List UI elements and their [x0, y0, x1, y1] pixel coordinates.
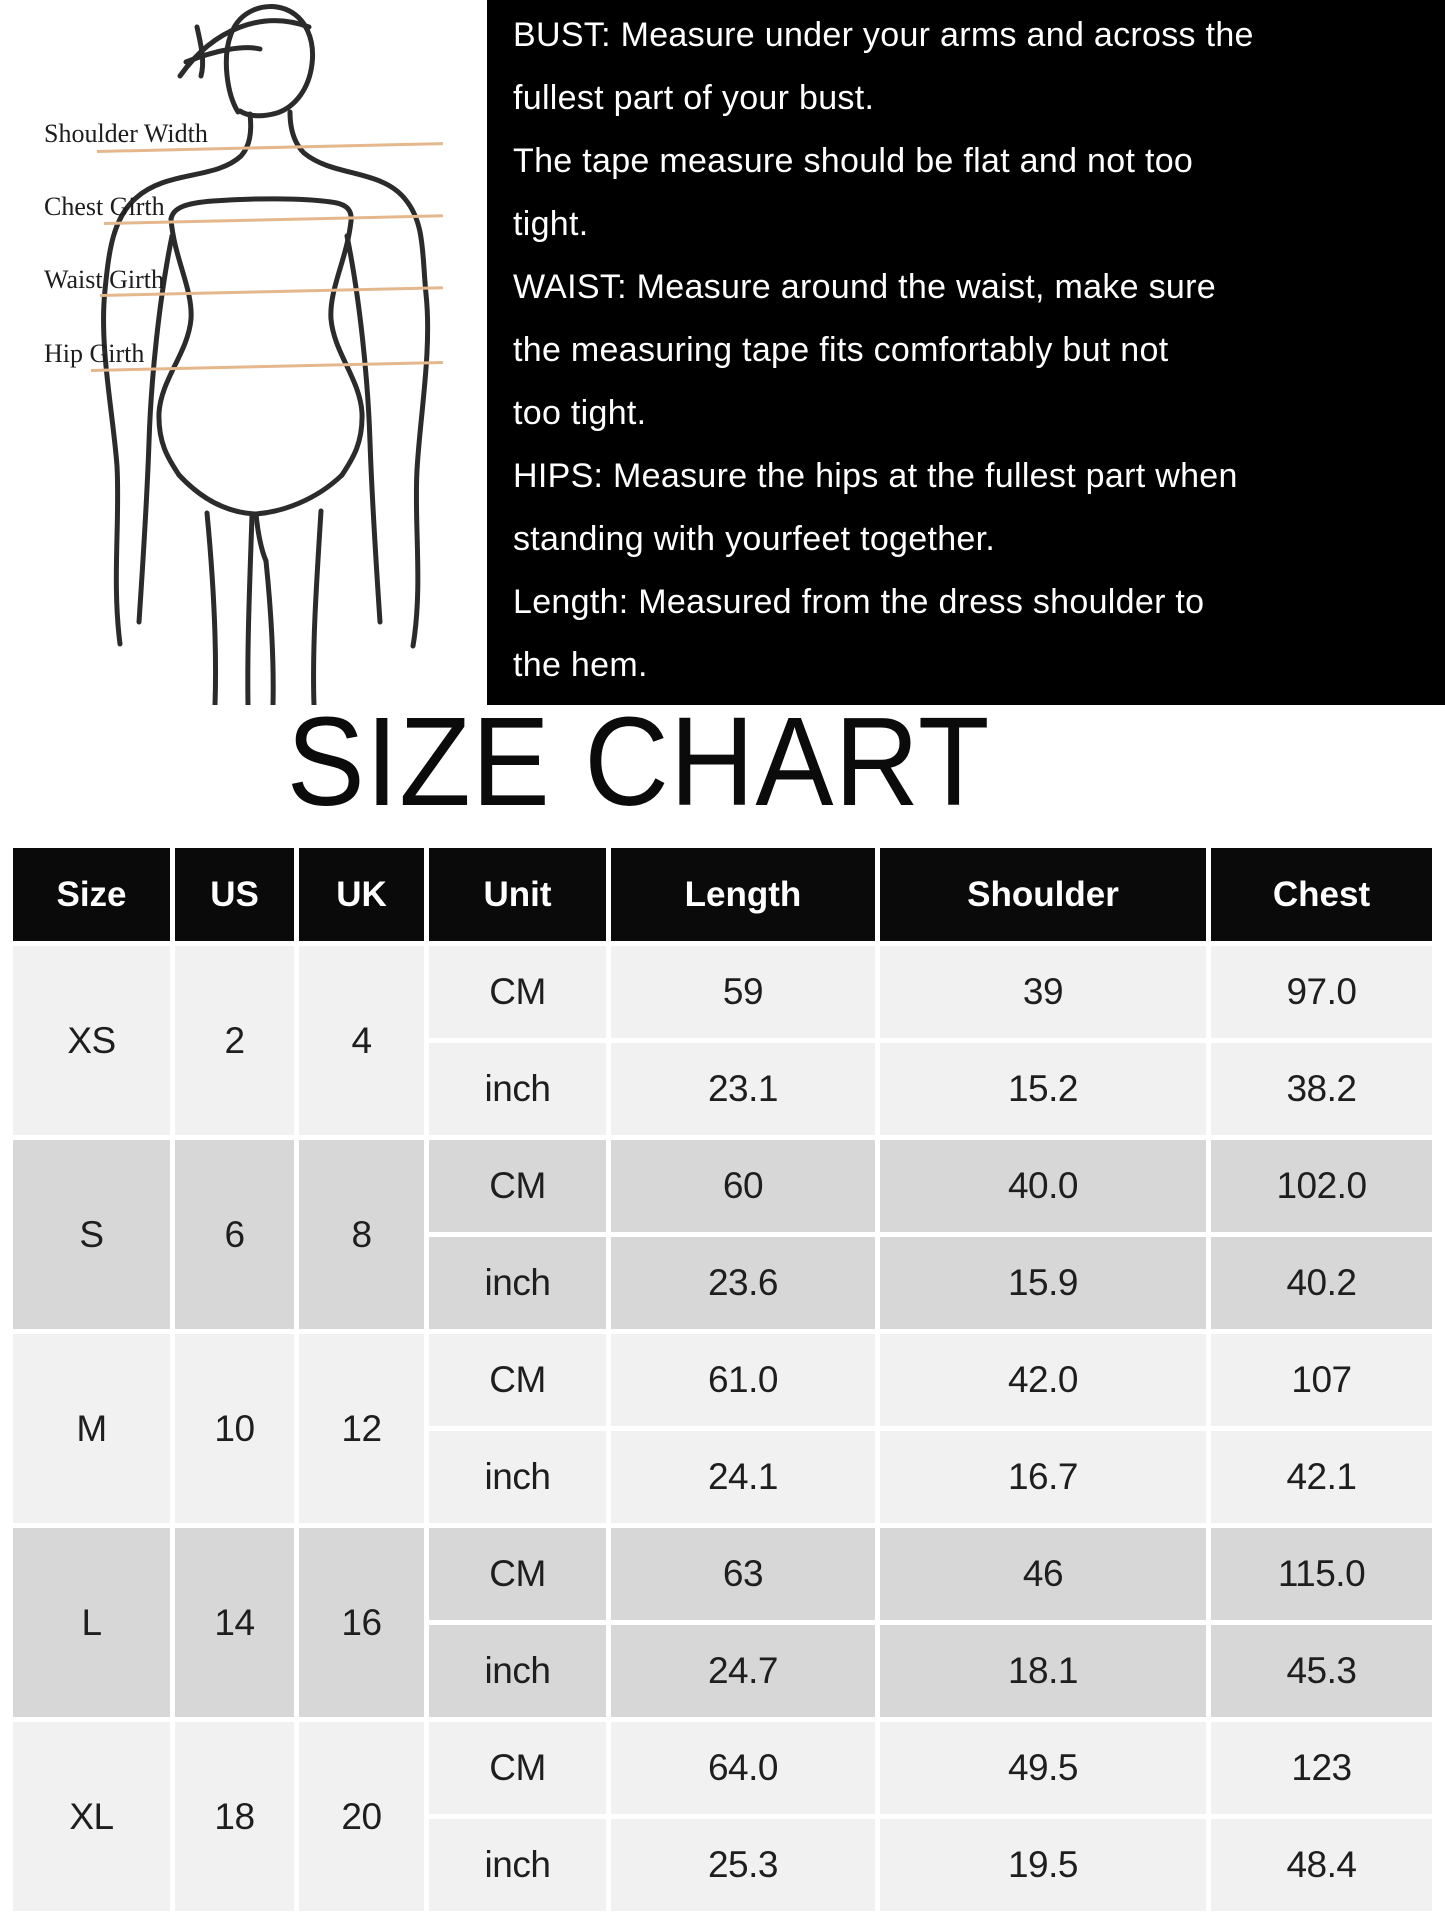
measurement-label-hip-girth: Hip Girth [44, 339, 145, 368]
chest-inch-cell: 48.4 [1211, 1819, 1432, 1911]
instruction-line: Length: Measured from the dress shoulder… [513, 583, 1205, 621]
size-cell: S [13, 1140, 170, 1329]
size-chart-title: SIZE CHART [286, 691, 991, 832]
table-row: L 14 16 CM 63 46 115.0 [13, 1528, 1432, 1717]
chest-cm-cell: 97.0 [1211, 946, 1432, 1038]
instruction-line: WAIST: Measure around the waist, make su… [513, 268, 1216, 306]
size-cell: M [13, 1334, 170, 1523]
shoulder-cm-cell: 49.5 [880, 1722, 1206, 1814]
table-row: inch 23.6 15.9 40.2 [13, 1237, 1432, 1329]
instruction-line: the hem. [513, 646, 648, 684]
instruction-line: fullest part of your bust. [513, 79, 875, 117]
uk-cell: 16 [299, 1528, 424, 1717]
unit-cell: inch [429, 1625, 606, 1717]
us-cell: 2 [175, 946, 294, 1135]
table-row: inch 25.3 19.5 48.4 [13, 1819, 1432, 1911]
us-cell: 14 [175, 1528, 294, 1717]
table-header-row: Size US UK Unit Length Shoulder Chest [13, 848, 1432, 941]
table-row: XS 2 4 CM 59 39 97.0 [13, 946, 1432, 1135]
header-cell-chest: Chest [1211, 848, 1432, 941]
unit-cell: inch [429, 1237, 606, 1329]
shoulder-cm-cell: 46 [880, 1528, 1206, 1620]
size-cell: XS [13, 946, 170, 1135]
length-cm-cell: 63 [611, 1528, 875, 1620]
unit-cell: CM [429, 1722, 606, 1814]
unit-cell: inch [429, 1431, 606, 1523]
chest-inch-cell: 42.1 [1211, 1431, 1432, 1523]
header-cell-shoulder: Shoulder [880, 848, 1206, 941]
measurement-label-chest-girth: Chest Girth [44, 192, 165, 221]
us-cell: 18 [175, 1722, 294, 1911]
unit-cell: CM [429, 1528, 606, 1620]
uk-cell: 12 [299, 1334, 424, 1523]
table-row: inch 23.1 15.2 38.2 [13, 1043, 1432, 1135]
length-inch-cell: 23.1 [611, 1043, 875, 1135]
uk-cell: 20 [299, 1722, 424, 1911]
instruction-line: the measuring tape fits comfortably but … [513, 331, 1169, 369]
chest-cm-cell: 107 [1211, 1334, 1432, 1426]
instruction-line: tight. [513, 205, 589, 243]
unit-cell: inch [429, 1819, 606, 1911]
uk-cell: 8 [299, 1140, 424, 1329]
shoulder-cm-cell: 42.0 [880, 1334, 1206, 1426]
chest-cm-cell: 102.0 [1211, 1140, 1432, 1232]
shoulder-cm-cell: 39 [880, 946, 1206, 1038]
chest-cm-cell: 115.0 [1211, 1528, 1432, 1620]
header-cell-uk: UK [299, 848, 424, 941]
table-row: XL 18 20 CM 64.0 49.5 123 [13, 1722, 1432, 1911]
instruction-line: BUST: Measure under your arms and across… [513, 16, 1254, 54]
size-cell: XL [13, 1722, 170, 1911]
instruction-line: too tight. [513, 394, 647, 432]
table-row: M 10 12 CM 61.0 42.0 107 [13, 1334, 1432, 1523]
size-chart-table: Size US UK Unit Length Shoulder Chest XS… [8, 843, 1437, 1916]
length-cm-cell: 61.0 [611, 1334, 875, 1426]
chest-inch-cell: 38.2 [1211, 1043, 1432, 1135]
shoulder-inch-cell: 15.9 [880, 1237, 1206, 1329]
shoulder-inch-cell: 15.2 [880, 1043, 1206, 1135]
unit-cell: CM [429, 946, 606, 1038]
instruction-line: HIPS: Measure the hips at the fullest pa… [513, 457, 1238, 495]
measurement-label-waist-girth: Waist Girth [44, 265, 164, 294]
size-cell: L [13, 1528, 170, 1717]
unit-cell: CM [429, 1334, 606, 1426]
length-inch-cell: 24.7 [611, 1625, 875, 1717]
chest-inch-cell: 45.3 [1211, 1625, 1432, 1717]
measurement-instructions: BUST: Measure under your arms and across… [487, 0, 1445, 705]
table-row: inch 24.7 18.1 45.3 [13, 1625, 1432, 1717]
length-inch-cell: 25.3 [611, 1819, 875, 1911]
body-figure-illustration [101, 4, 431, 705]
header-cell-length: Length [611, 848, 875, 941]
length-cm-cell: 64.0 [611, 1722, 875, 1814]
us-cell: 10 [175, 1334, 294, 1523]
unit-cell: inch [429, 1043, 606, 1135]
length-cm-cell: 59 [611, 946, 875, 1038]
table-row: S 6 8 CM 60 40.0 102.0 [13, 1140, 1432, 1329]
header-cell-us: US [175, 848, 294, 941]
shoulder-cm-cell: 40.0 [880, 1140, 1206, 1232]
shoulder-inch-cell: 16.7 [880, 1431, 1206, 1523]
length-cm-cell: 60 [611, 1140, 875, 1232]
length-inch-cell: 24.1 [611, 1431, 875, 1523]
us-cell: 6 [175, 1140, 294, 1329]
header-cell-size: Size [13, 848, 170, 941]
header-cell-unit: Unit [429, 848, 606, 941]
body-diagram: Shoulder Width Chest Girth Waist Girth H… [0, 0, 487, 705]
unit-cell: CM [429, 1140, 606, 1232]
shoulder-inch-cell: 19.5 [880, 1819, 1206, 1911]
instruction-line: The tape measure should be flat and not … [513, 142, 1194, 180]
shoulder-inch-cell: 18.1 [880, 1625, 1206, 1717]
uk-cell: 4 [299, 946, 424, 1135]
measurement-label-shoulder-width: Shoulder Width [44, 119, 208, 148]
chest-cm-cell: 123 [1211, 1722, 1432, 1814]
table-row: inch 24.1 16.7 42.1 [13, 1431, 1432, 1523]
length-inch-cell: 23.6 [611, 1237, 875, 1329]
instruction-line: standing with yourfeet together. [513, 520, 996, 558]
chest-inch-cell: 40.2 [1211, 1237, 1432, 1329]
